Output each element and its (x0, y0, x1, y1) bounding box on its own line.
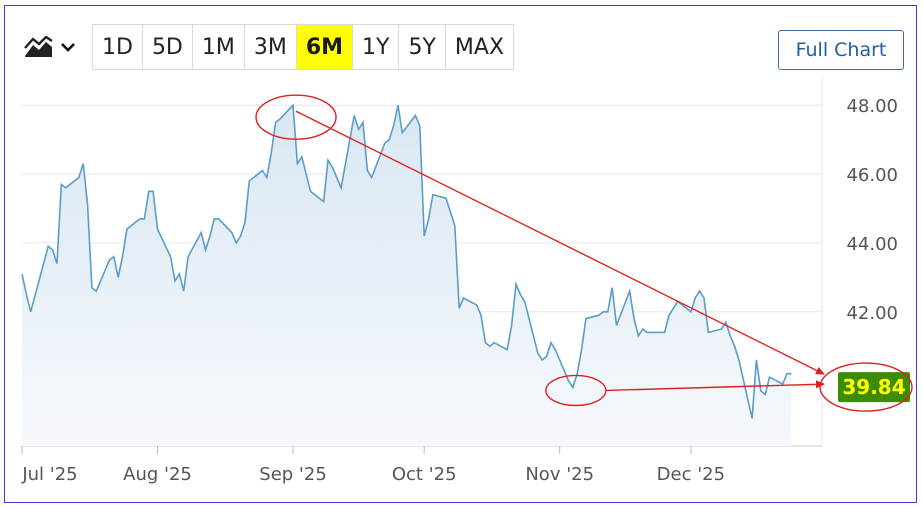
low-to-price-arrow (605, 380, 825, 392)
x-tick-label: Nov '25 (525, 464, 594, 485)
last-price-box (838, 372, 910, 403)
annotations (255, 94, 825, 407)
range-button-5y[interactable]: 5Y (399, 25, 446, 69)
full-chart-button[interactable]: Full Chart (778, 30, 904, 70)
price-highlight-ellipse (819, 362, 913, 412)
y-tick-label: 42.00 (846, 303, 898, 324)
x-axis-labels: Jul '25 Aug '25 Sep '25 Oct '25 Nov '25 Dec '… (21, 464, 725, 485)
last-price-value: 39.84 (842, 375, 905, 399)
y-tick-label: 46.00 (846, 165, 898, 186)
x-tick-label: Jul '25 (21, 464, 77, 485)
range-button-5d[interactable]: 5D (143, 25, 193, 69)
price-area (22, 105, 792, 446)
range-selector: 1D 5D 1M 3M 6M 1Y 5Y MAX (92, 24, 515, 70)
range-button-1y[interactable]: 1Y (353, 25, 400, 69)
line-chart-icon (24, 36, 54, 58)
chart-type-selector[interactable] (24, 33, 80, 61)
range-button-6m[interactable]: 6M (296, 25, 354, 69)
range-button-1d[interactable]: 1D (93, 25, 143, 69)
price-line (21, 103, 792, 419)
chevron-down-icon (60, 41, 76, 53)
x-tick-label: Aug '25 (123, 464, 192, 485)
last-price-tag: 39.84 (819, 362, 913, 412)
range-button-1m[interactable]: 1M (193, 25, 245, 69)
x-tick-label: Dec '25 (657, 464, 725, 485)
y-axis-labels: 42.00 44.00 46.00 48.00 (846, 96, 898, 324)
range-button-max[interactable]: MAX (454, 34, 505, 60)
y-tick-label: 44.00 (846, 234, 898, 255)
x-tick-label: Sep '25 (259, 464, 327, 485)
range-button-3m[interactable]: 3M (245, 25, 297, 69)
peak-to-price-arrow (295, 110, 825, 375)
x-tick-marks (21, 446, 692, 454)
x-tick-label: Oct '25 (392, 464, 457, 485)
peak-highlight-ellipse (255, 94, 337, 140)
y-tick-label: 48.00 (846, 96, 898, 117)
